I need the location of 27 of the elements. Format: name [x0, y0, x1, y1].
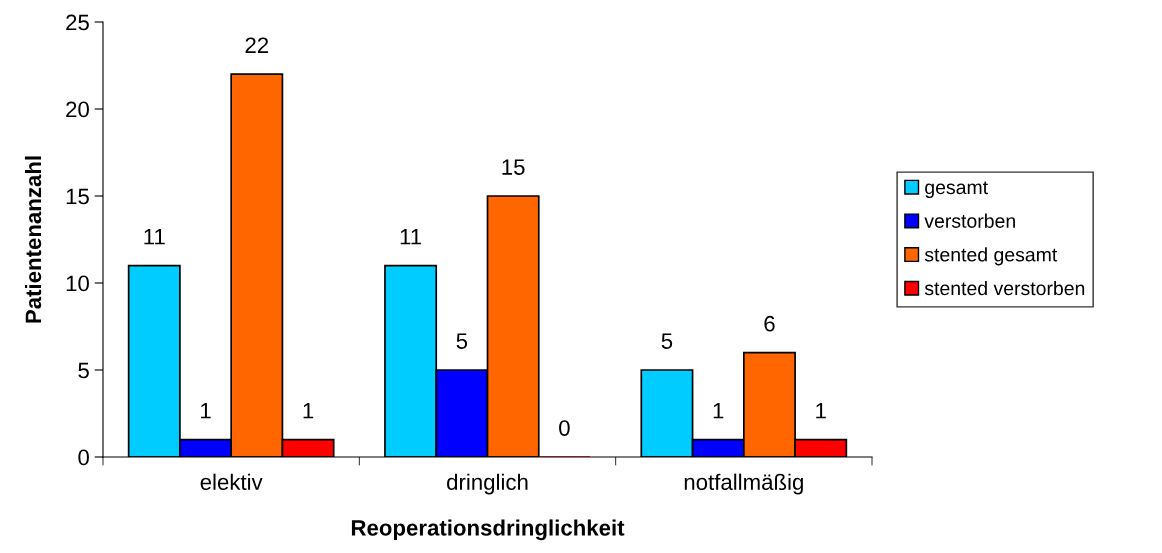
y-tick-label: 25 [66, 14, 89, 31]
x-tick-label: notfallmäßig [684, 473, 803, 495]
data-label: 0 [559, 420, 570, 436]
data-label: 1 [713, 403, 724, 419]
x-tick-label: dringlich [447, 473, 528, 495]
data-label: 5 [456, 333, 468, 349]
data-label: 5 [661, 333, 673, 349]
data-label: 11 [400, 229, 422, 245]
y-tick-label: 0 [78, 449, 89, 466]
y-tick-label: 20 [66, 101, 89, 118]
data-label: 1 [816, 403, 826, 419]
y-tick-label: 10 [66, 275, 89, 292]
x-axis-title: Reoperationsdringlichkeit [351, 519, 625, 541]
legend-label: stented verstorben [924, 280, 1085, 296]
y-axis-title: Patientenanzahl [24, 156, 42, 323]
y-tick-label: 15 [66, 188, 89, 205]
legend-label: gesamt [925, 181, 988, 199]
legend-label: verstorben [924, 213, 1015, 228]
data-label: 15 [502, 159, 525, 175]
data-label: 1 [303, 403, 314, 419]
data-label: 1 [201, 403, 211, 419]
data-label: 6 [764, 315, 775, 332]
y-tick-label: 5 [78, 362, 89, 379]
legend-label: stented gesamt [924, 247, 1058, 266]
data-label: 11 [144, 229, 165, 245]
data-label: 22 [245, 37, 269, 53]
x-tick-label: elektiv [200, 473, 263, 490]
